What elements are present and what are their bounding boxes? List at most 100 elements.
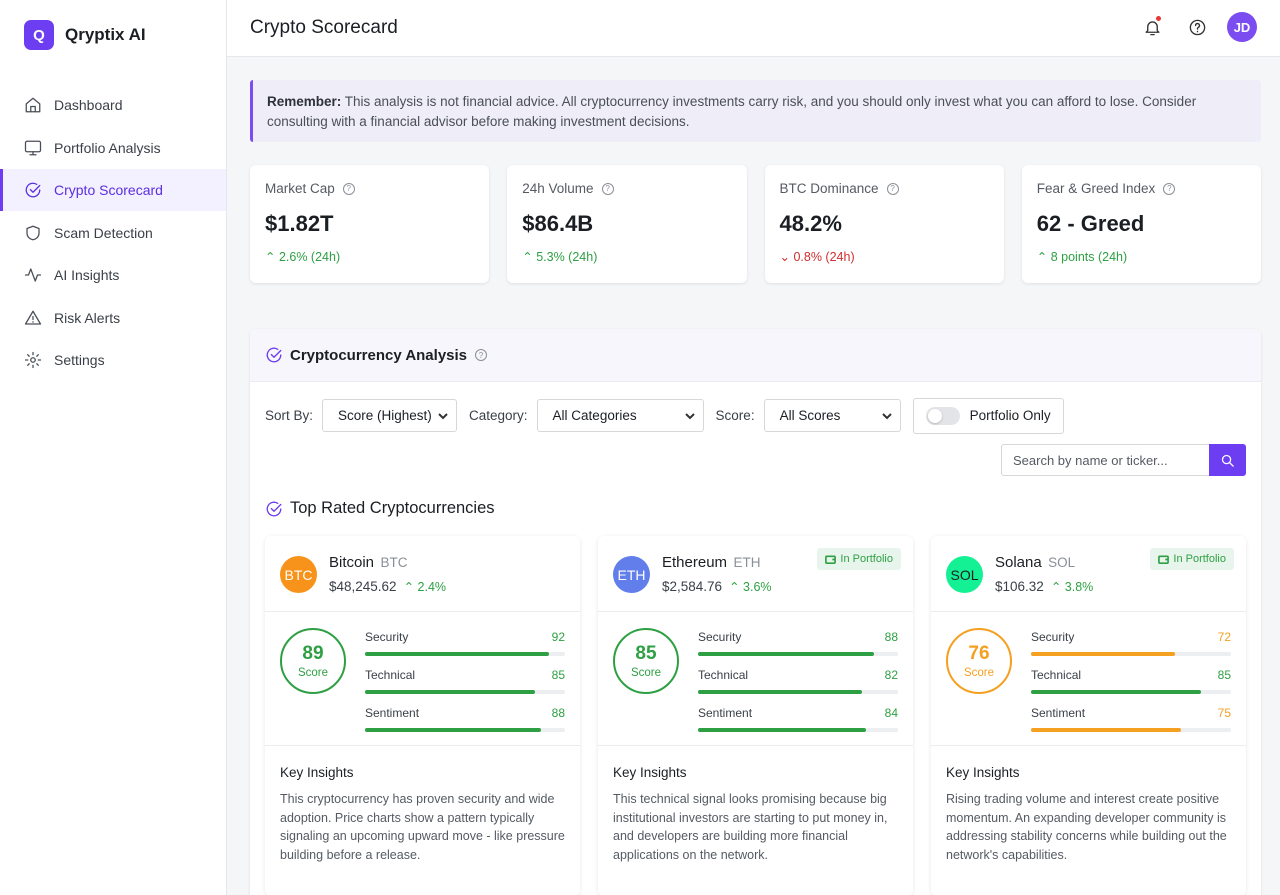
- info-icon[interactable]: ?: [1163, 182, 1176, 195]
- sort-select[interactable]: Score (Highest): [322, 399, 458, 432]
- sidebar-item-scam-detection[interactable]: Scam Detection: [0, 212, 226, 254]
- notice-strong: Remember:: [267, 94, 342, 109]
- metric-label: Sentiment: [698, 706, 753, 720]
- stat-card-btc-dominance: BTC Dominance? 48.2% ⌄ 0.8% (24h): [764, 165, 1004, 283]
- metric-value: 85: [551, 668, 565, 682]
- chevron-down-icon: [438, 412, 448, 419]
- header-actions: JD: [1122, 12, 1257, 42]
- insights-title: Key Insights: [613, 765, 687, 780]
- sidebar-item-ai-insights[interactable]: AI Insights: [0, 254, 226, 296]
- stat-change: ⌃ 5.3% (24h): [522, 249, 731, 264]
- category-select[interactable]: All Categories: [536, 399, 704, 432]
- coin-card-ethereum[interactable]: ETH Ethereum ETH $2,584.76 ⌃ 3.6% In Port…: [598, 536, 913, 895]
- portfolio-only-toggle[interactable]: Portfolio Only: [912, 397, 1064, 434]
- sidebar-item-settings[interactable]: Settings: [0, 339, 226, 381]
- coin-change: ⌃ 2.4%: [403, 580, 447, 594]
- score-section: 85 Score Security 88 Technical 82 Sentiment 84: [598, 612, 913, 746]
- notifications-button[interactable]: [1137, 12, 1167, 42]
- coin-info: Solana SOL $106.32 ⌃ 3.8%: [995, 554, 1093, 594]
- coin-card-bitcoin[interactable]: BTC Bitcoin BTC $48,245.62 ⌃ 2.4% 89 Score…: [265, 536, 580, 895]
- sidebar-item-label: Crypto Scorecard: [54, 182, 163, 198]
- avatar[interactable]: JD: [1227, 12, 1257, 42]
- coin-card-header: ETH Ethereum ETH $2,584.76 ⌃ 3.6% In Port…: [598, 536, 913, 612]
- sidebar: Q Qryptix AI Dashboard Portfolio Analysi…: [0, 0, 227, 895]
- coin-logo: BTC: [280, 556, 317, 593]
- stat-change-text: 0.8% (24h): [793, 250, 855, 264]
- market-stats: Market Cap? $1.82T ⌃ 2.6% (24h) 24h Volu…: [250, 165, 1261, 283]
- sort-label: Sort By:: [265, 408, 314, 423]
- help-button[interactable]: [1182, 12, 1212, 42]
- insights-text: Rising trading volume and interest creat…: [946, 792, 1227, 862]
- score-section: 76 Score Security 72 Technical 85 Sentiment 75: [931, 612, 1246, 746]
- info-icon[interactable]: ?: [886, 182, 899, 195]
- metric-sentiment: Sentiment 84: [698, 706, 898, 744]
- top-rated-title: Top Rated Cryptocurrencies: [290, 499, 495, 517]
- stat-label-text: Market Cap: [265, 181, 335, 196]
- in-portfolio-badge: In Portfolio: [817, 548, 901, 570]
- metric-value: 82: [884, 668, 898, 682]
- sidebar-item-portfolio-analysis[interactable]: Portfolio Analysis: [0, 127, 226, 169]
- notice-text: This analysis is not financial advice. A…: [267, 94, 1197, 129]
- chevron-down-icon: [684, 412, 695, 419]
- metric-sentiment: Sentiment 75: [1031, 706, 1231, 744]
- sidebar-item-label: AI Insights: [54, 267, 120, 283]
- category-select-value: All Categories: [552, 408, 637, 423]
- arrow-up-icon: ⌃: [522, 250, 533, 264]
- overall-score: 85: [635, 643, 657, 664]
- metric-label: Security: [1031, 630, 1075, 644]
- stat-label: 24h Volume?: [522, 181, 731, 196]
- info-icon[interactable]: ?: [601, 182, 614, 195]
- chevron-down-icon: [881, 412, 892, 419]
- stat-label: Market Cap?: [265, 181, 474, 196]
- coin-name: Solana: [995, 554, 1042, 571]
- insights-text: This cryptocurrency has proven security …: [280, 792, 565, 862]
- filter-bar: Sort By: Score (Highest) Category: All C…: [265, 397, 1246, 434]
- coin-logo: SOL: [946, 556, 983, 593]
- sidebar-item-crypto-scorecard[interactable]: Crypto Scorecard: [0, 169, 226, 211]
- stat-value: $1.82T: [265, 211, 334, 236]
- score-select[interactable]: All Scores: [763, 399, 901, 432]
- arrow-up-icon: ⌃: [265, 250, 276, 264]
- metric-value: 85: [1217, 668, 1231, 682]
- sidebar-item-dashboard[interactable]: Dashboard: [0, 84, 226, 126]
- coin-logo: ETH: [613, 556, 650, 593]
- toggle-switch[interactable]: [925, 406, 960, 425]
- metric-head: Technical 82: [698, 668, 898, 682]
- search-input[interactable]: [1001, 444, 1209, 476]
- stat-change: ⌃ 2.6% (24h): [265, 249, 474, 264]
- coin-ticker: BTC: [380, 555, 408, 570]
- metric-label: Technical: [698, 668, 749, 682]
- metric-bar: [365, 728, 565, 732]
- brand[interactable]: Q Qryptix AI: [0, 0, 226, 70]
- panel-title: Cryptocurrency Analysis: [290, 346, 468, 364]
- coin-price: $48,245.62: [329, 579, 397, 594]
- crypto-analysis-panel: Cryptocurrency Analysis ? Sort By: Score…: [250, 329, 1261, 895]
- stat-value: 62 - Greed: [1036, 211, 1145, 236]
- metric-label: Technical: [365, 668, 416, 682]
- score-label: Score: [630, 667, 662, 679]
- coin-card-solana[interactable]: SOL Solana SOL $106.32 ⌃ 3.8% In Portfoli…: [931, 536, 1246, 895]
- coin-price: $106.32: [995, 579, 1044, 594]
- info-icon[interactable]: ?: [342, 182, 355, 195]
- panel-header: Cryptocurrency Analysis ?: [250, 329, 1261, 382]
- sidebar-item-label: Settings: [54, 352, 105, 368]
- search-button[interactable]: [1209, 444, 1246, 476]
- stat-change-text: 5.3% (24h): [536, 250, 598, 264]
- score-ring: 89 Score: [280, 628, 346, 694]
- metric-bar-fill: [1031, 652, 1175, 656]
- metric-label: Sentiment: [1031, 706, 1086, 720]
- help-circle-icon: [1189, 19, 1205, 35]
- coin-cards: BTC Bitcoin BTC $48,245.62 ⌃ 2.4% 89 Score…: [265, 536, 1246, 895]
- metrics: Security 88 Technical 82 Sentiment 84: [698, 627, 898, 745]
- metric-head: Sentiment 75: [1031, 706, 1231, 720]
- insights-title: Key Insights: [280, 765, 354, 780]
- coin-card-header: SOL Solana SOL $106.32 ⌃ 3.8% In Portfoli…: [931, 536, 1246, 612]
- sidebar-item-risk-alerts[interactable]: Risk Alerts: [0, 297, 226, 339]
- metric-technical: Technical 82: [698, 668, 898, 706]
- metric-bar: [1031, 690, 1231, 694]
- stat-value: 48.2%: [779, 211, 842, 236]
- info-icon[interactable]: ?: [475, 349, 488, 361]
- stat-label-text: BTC Dominance: [779, 181, 879, 196]
- metric-value: 75: [1217, 706, 1231, 720]
- metric-bar: [1031, 652, 1231, 656]
